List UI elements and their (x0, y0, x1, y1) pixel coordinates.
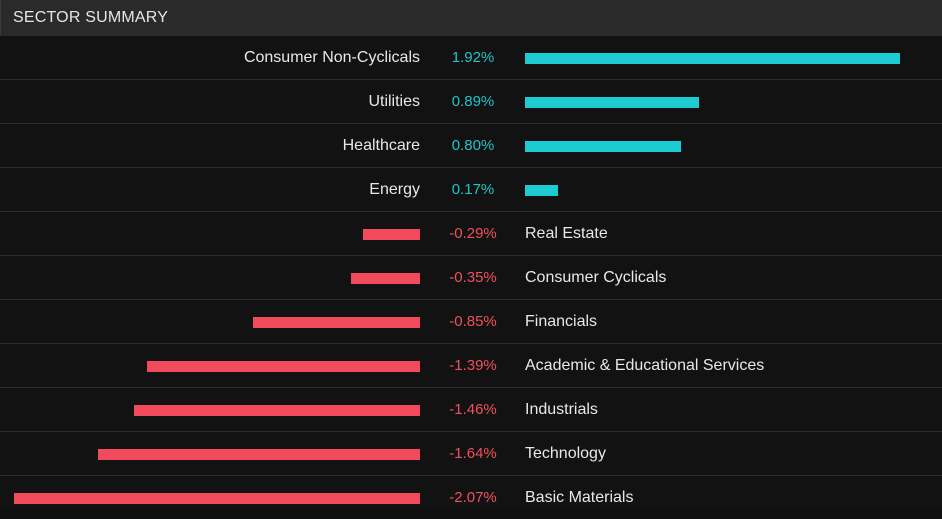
sector-name: Financials (525, 313, 598, 330)
positive-bar (525, 141, 681, 152)
sector-name: Healthcare (342, 137, 420, 154)
sector-row[interactable]: Consumer Cyclicals -0.35% (0, 255, 942, 299)
sector-row[interactable]: Technology -1.64% (0, 431, 942, 475)
sector-change-value: -2.07% (449, 489, 497, 506)
negative-bar (147, 361, 420, 372)
sector-change-value: 0.80% (451, 137, 495, 154)
sector-change-value: -0.35% (449, 269, 497, 286)
negative-bar (14, 493, 420, 504)
sector-change-value: -0.29% (449, 225, 497, 242)
sector-name: Consumer Cyclicals (525, 269, 667, 286)
positive-bar (525, 185, 558, 196)
sector-rows: Consumer Non-Cyclicals 1.92% Utilities 0.89… (0, 36, 942, 519)
sector-row[interactable]: Industrials -1.46% (0, 387, 942, 431)
sector-row[interactable]: Energy 0.17% (0, 167, 942, 211)
sector-change-value: 0.17% (451, 181, 495, 198)
sector-row[interactable]: Academic & Educational Services -1.39% (0, 343, 942, 387)
sector-change-value: -0.85% (449, 313, 497, 330)
panel-title: SECTOR SUMMARY (0, 0, 942, 36)
sector-row[interactable]: Utilities 0.89% (0, 79, 942, 123)
sector-name: Utilities (368, 93, 420, 110)
sector-change-value: 0.89% (451, 93, 495, 110)
sector-change-value: 1.92% (451, 49, 495, 66)
sector-name: Academic & Educational Services (525, 357, 765, 374)
sector-change-value: -1.39% (449, 357, 497, 374)
sector-name: Real Estate (525, 225, 608, 242)
sector-name: Energy (369, 181, 420, 198)
negative-bar (253, 317, 420, 328)
negative-bar (134, 405, 420, 416)
negative-bar (98, 449, 420, 460)
positive-bar (525, 97, 699, 108)
sector-row[interactable]: Basic Materials -2.07% (0, 475, 942, 519)
sector-name: Industrials (525, 401, 598, 418)
negative-bar (363, 229, 420, 240)
positive-bar (525, 53, 900, 64)
sector-row[interactable]: Consumer Non-Cyclicals 1.92% (0, 36, 942, 79)
sector-change-value: -1.64% (449, 445, 497, 462)
sector-name: Technology (525, 445, 606, 462)
sector-row[interactable]: Real Estate -0.29% (0, 211, 942, 255)
sector-row[interactable]: Financials -0.85% (0, 299, 942, 343)
negative-bar (351, 273, 420, 284)
sector-name: Consumer Non-Cyclicals (243, 49, 420, 66)
sector-change-value: -1.46% (449, 401, 497, 418)
sector-row[interactable]: Healthcare 0.80% (0, 123, 942, 167)
sector-name: Basic Materials (525, 489, 634, 506)
sector-summary-panel: SECTOR SUMMARY Consumer Non-Cyclicals 1.9… (0, 0, 942, 507)
